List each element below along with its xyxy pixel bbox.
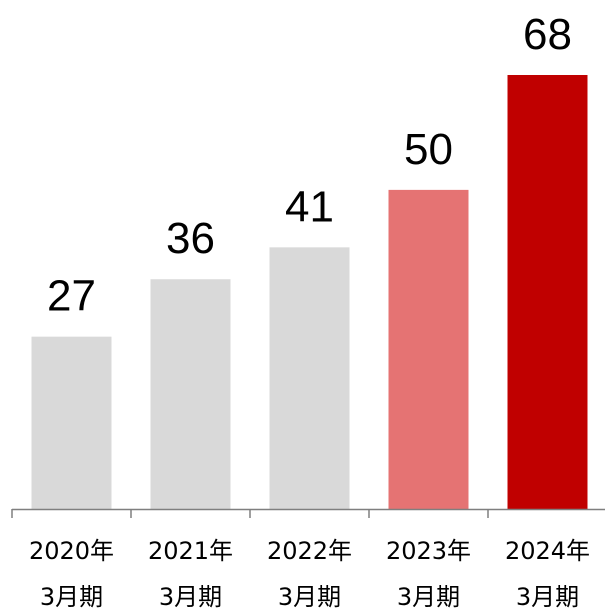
x-tick-label-0-line-2: 3月期 xyxy=(40,583,103,611)
data-label-3: 50 xyxy=(404,125,453,174)
x-tick-label-3-line-2: 3月期 xyxy=(397,583,460,611)
bar-3 xyxy=(388,189,469,509)
bars-layer xyxy=(31,75,588,509)
bar-0 xyxy=(31,336,112,509)
value-labels-layer: 27 36 41 50 68 xyxy=(47,10,572,321)
data-label-2: 41 xyxy=(285,182,334,231)
x-tick-label-3-line-1: 2023年 xyxy=(386,537,471,565)
data-label-0: 27 xyxy=(47,272,96,321)
x-tick-label-2-line-1: 2022年 xyxy=(267,537,352,565)
x-tick-label-4-line-1: 2024年 xyxy=(505,537,590,565)
x-tick-label-1-line-1: 2021年 xyxy=(148,537,233,565)
x-tick-label-2-line-2: 3月期 xyxy=(278,583,341,611)
x-tick-label-4-line-2: 3月期 xyxy=(516,583,579,611)
x-tick-labels-layer: 2020年 3月期 2021年 3月期 2022年 3月期 2023年 3月期 2024年 3月期 xyxy=(29,537,590,611)
x-axis xyxy=(11,508,605,518)
bar-1 xyxy=(150,279,231,509)
x-tick-label-0-line-1: 2020年 xyxy=(29,537,114,565)
bar-2 xyxy=(269,247,350,509)
x-tick-label-1-line-2: 3月期 xyxy=(159,583,222,611)
data-label-4: 68 xyxy=(523,10,572,59)
data-label-1: 36 xyxy=(166,214,215,263)
bar-4 xyxy=(507,75,588,509)
